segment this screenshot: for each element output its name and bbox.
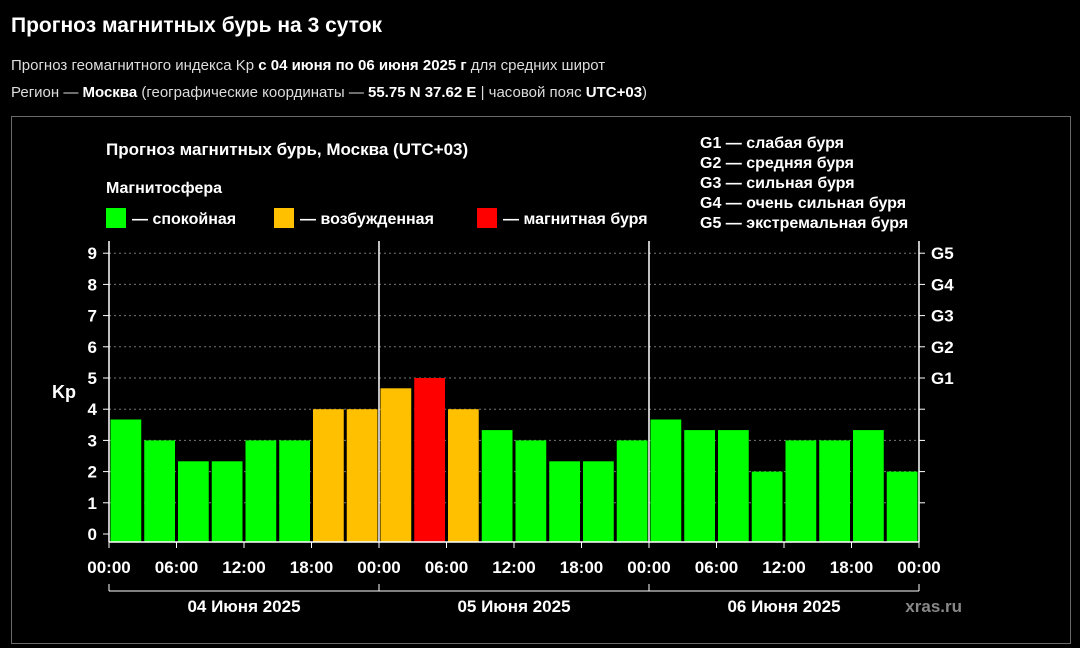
kp-bar bbox=[448, 409, 479, 542]
bars bbox=[110, 378, 918, 542]
chart-title: Прогноз магнитных бурь, Москва (UTC+03) bbox=[106, 140, 468, 159]
y-tick-label: 5 bbox=[88, 369, 97, 388]
legend-title: Магнитосфера bbox=[106, 180, 222, 197]
axes bbox=[103, 241, 925, 592]
x-tick-label: 12:00 bbox=[492, 558, 535, 577]
kp-bar bbox=[178, 461, 209, 542]
kp-bar bbox=[751, 471, 783, 542]
chart-frame: 0 1 2 3 4 5 6 7 8 9 G1 G2 G3 G4 G5 Kp 00:00 06:00 12:00 18:… bbox=[11, 116, 1071, 644]
kp-bar bbox=[211, 461, 243, 542]
x-tick-label: 18:00 bbox=[290, 558, 333, 577]
y-tick-label: 2 bbox=[88, 463, 97, 482]
forecast-period: с 04 июня по 06 июня 2025 г bbox=[258, 57, 467, 74]
kp-bar bbox=[853, 430, 884, 542]
storm-level-label: G4 bbox=[931, 275, 954, 294]
forecast-subtitle: Прогноз геомагнитного индекса Kp с 04 ию… bbox=[11, 57, 605, 74]
kp-bar bbox=[650, 419, 682, 542]
region-city: Москва bbox=[82, 84, 138, 101]
storm-scale-item: G2 — средняя буря bbox=[700, 155, 854, 172]
kp-bar bbox=[346, 409, 378, 542]
x-tick-label: 00:00 bbox=[897, 558, 940, 577]
y-tick-label: 0 bbox=[88, 525, 97, 544]
x-tick-label: 18:00 bbox=[560, 558, 603, 577]
kp-bar bbox=[616, 440, 648, 542]
y-tick-label: 4 bbox=[88, 400, 98, 419]
x-tick-label: 06:00 bbox=[425, 558, 468, 577]
kp-bar bbox=[144, 440, 175, 542]
y-tick-label: 6 bbox=[88, 338, 97, 357]
kp-bar bbox=[110, 419, 142, 542]
kp-bar bbox=[515, 440, 547, 542]
kp-bar bbox=[583, 461, 614, 542]
watermark: xras.ru bbox=[905, 597, 962, 616]
grid-lines bbox=[109, 252, 919, 504]
storm-level-label: G1 bbox=[931, 369, 954, 388]
kp-bar bbox=[414, 378, 445, 542]
kp-bar bbox=[886, 471, 918, 542]
y-tick-label: 1 bbox=[88, 494, 97, 513]
day-label: 06 Июня 2025 bbox=[727, 597, 840, 616]
x-tick-label: 18:00 bbox=[830, 558, 873, 577]
region-coords: 55.75 N 37.62 E bbox=[368, 84, 477, 101]
storm-scale-item: G3 — сильная буря bbox=[700, 175, 855, 192]
kp-bar bbox=[481, 430, 513, 542]
kp-bar bbox=[549, 461, 580, 542]
day-label: 04 Июня 2025 bbox=[187, 597, 300, 616]
x-tick-label: 12:00 bbox=[762, 558, 805, 577]
legend-label: — магнитная буря bbox=[503, 211, 648, 228]
labels: 0 1 2 3 4 5 6 7 8 9 G1 G2 G3 G4 G5 Kp 00:00 06:00 12:00 18:… bbox=[52, 135, 962, 616]
legend-swatch bbox=[106, 208, 126, 228]
region-line: Регион — Москва (географические координа… bbox=[11, 84, 647, 101]
storm-level-label: G2 bbox=[931, 338, 954, 357]
legend-label: — возбужденная bbox=[300, 211, 434, 228]
region-timezone: UTC+03 bbox=[585, 84, 643, 101]
storm-scale-item: G4 — очень сильная буря bbox=[700, 195, 906, 212]
legend-swatch bbox=[274, 208, 294, 228]
kp-bar bbox=[819, 440, 850, 542]
page-title: Прогноз магнитных бурь на 3 суток bbox=[11, 14, 383, 37]
x-tick-label: 12:00 bbox=[222, 558, 265, 577]
legend-swatch bbox=[477, 208, 497, 228]
x-tick-label: 00:00 bbox=[87, 558, 130, 577]
y-tick-label: 3 bbox=[88, 431, 97, 450]
kp-forecast-chart: 0 1 2 3 4 5 6 7 8 9 G1 G2 G3 G4 G5 Kp 00:00 06:00 12:00 18:… bbox=[52, 135, 962, 616]
y-axis-label: Kp bbox=[52, 382, 76, 402]
x-tick-label: 00:00 bbox=[627, 558, 670, 577]
kp-bar bbox=[313, 409, 344, 542]
subtitle-prefix: Прогноз геомагнитного индекса Kp bbox=[11, 57, 259, 74]
y-tick-label: 8 bbox=[88, 275, 97, 294]
x-tick-label: 06:00 bbox=[155, 558, 198, 577]
storm-level-label: G5 bbox=[931, 244, 954, 263]
day-label: 05 Июня 2025 bbox=[457, 597, 570, 616]
y-tick-label: 7 bbox=[88, 307, 97, 326]
kp-bar bbox=[684, 430, 715, 542]
region-prefix: Регион — bbox=[11, 84, 83, 101]
region-middle: (географические координаты — bbox=[137, 84, 368, 101]
kp-bar bbox=[785, 440, 817, 542]
kp-bar bbox=[380, 388, 412, 542]
storm-level-label: G3 bbox=[931, 307, 954, 326]
kp-bar bbox=[245, 440, 277, 542]
kp-bar bbox=[718, 430, 749, 542]
y-tick-label: 9 bbox=[88, 244, 97, 263]
x-tick-label: 00:00 bbox=[357, 558, 400, 577]
region-tz-prefix: | часовой пояс bbox=[476, 84, 586, 101]
x-tick-label: 06:00 bbox=[695, 558, 738, 577]
legend-label: — спокойная bbox=[132, 211, 236, 228]
storm-scale-item: G5 — экстремальная буря bbox=[700, 215, 908, 232]
kp-bar bbox=[279, 440, 310, 542]
region-suffix: ) bbox=[642, 84, 648, 101]
storm-scale-item: G1 — слабая буря bbox=[700, 135, 844, 152]
subtitle-suffix: для средних широт bbox=[466, 57, 606, 74]
